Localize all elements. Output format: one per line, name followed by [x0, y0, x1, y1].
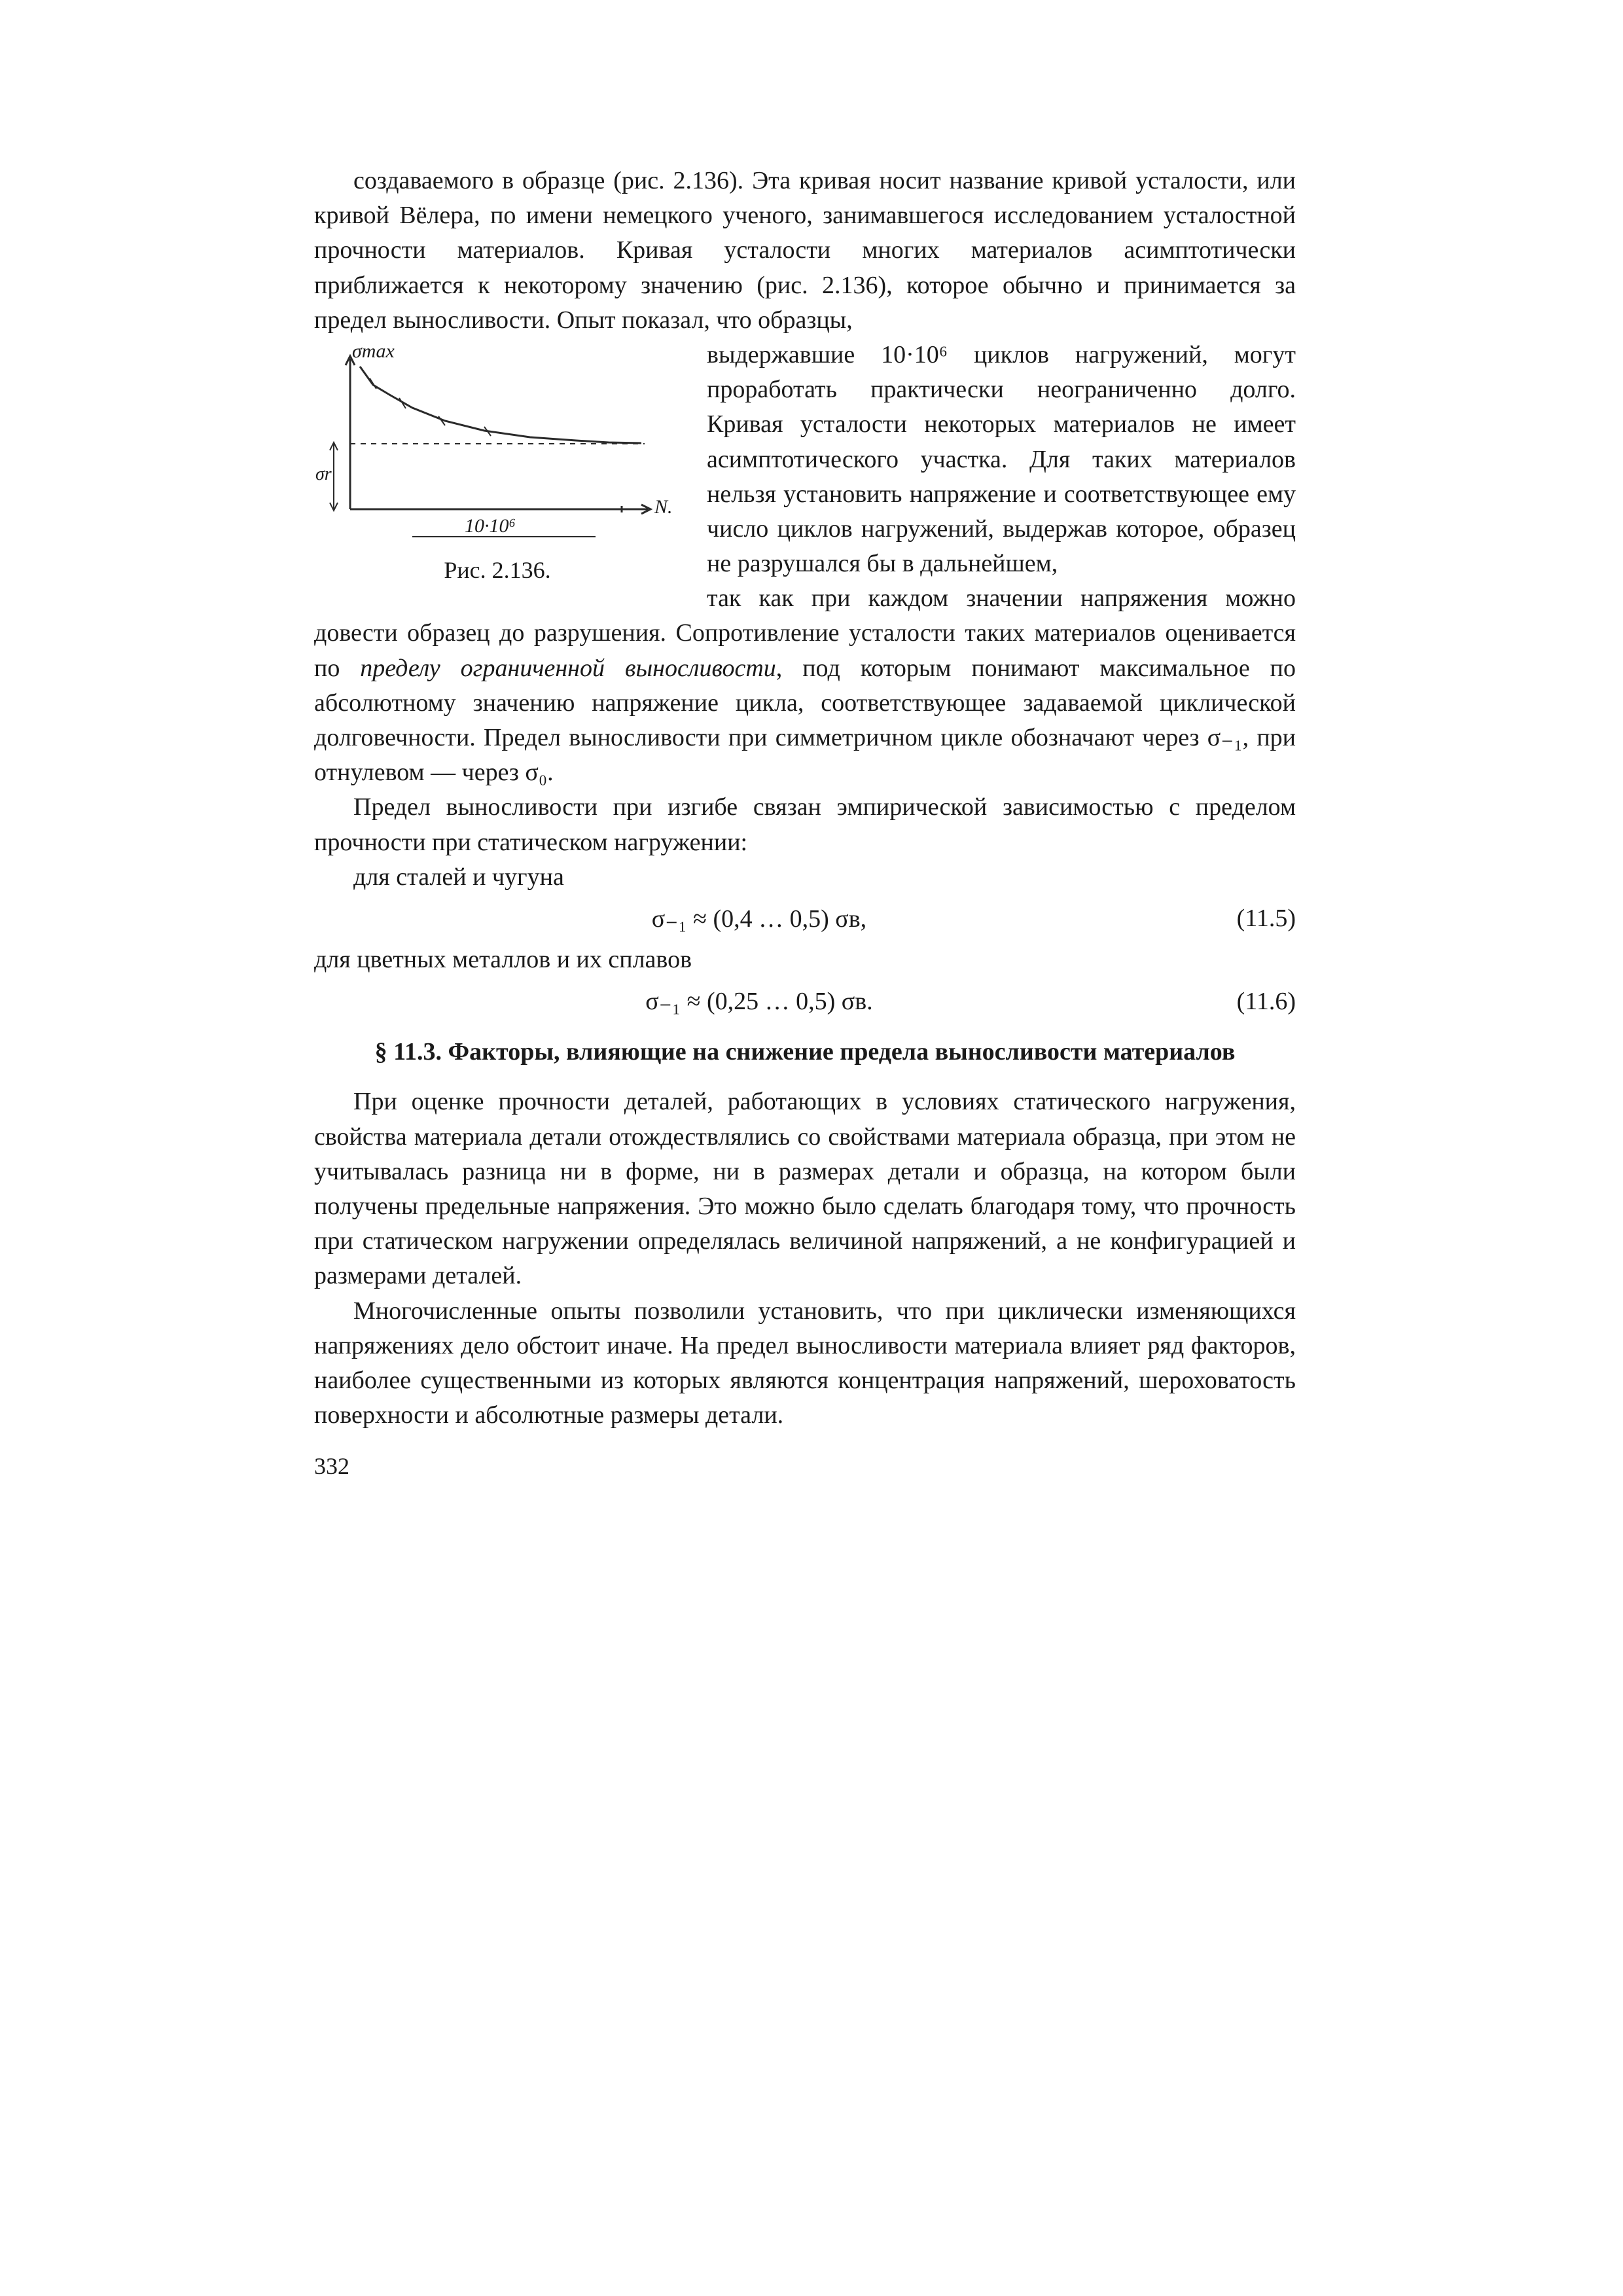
paragraph-7: При оценке прочности деталей, работающих… — [314, 1085, 1296, 1293]
formula-11-5: σ₋₁ ≈ (0,4 … 0,5) σв, (11.5) — [314, 904, 1296, 933]
paragraph-1: создаваемого в образце (рис. 2.136). Эта… — [314, 164, 1296, 338]
page-number: 332 — [314, 1452, 1296, 1480]
paragraph-5: для сталей и чугуна — [314, 860, 1296, 895]
figure-chart: σmax N. 10·10⁶ σr — [314, 346, 681, 548]
formula-11-6: σ₋₁ ≈ (0,25 … 0,5) σв. (11.6) — [314, 986, 1296, 1016]
formula-11-5-expr: σ₋₁ ≈ (0,4 … 0,5) σв, — [314, 904, 1204, 933]
section-heading: § 11.3. Факторы, влияющие на снижение пр… — [314, 1035, 1296, 1069]
page: создаваемого в образце (рис. 2.136). Эта… — [0, 0, 1623, 2296]
paragraph-6: для цветных металлов и их сплавов — [314, 942, 1296, 977]
y-axis-label: σmax — [352, 346, 395, 362]
text-block-2: для цветных металлов и их сплавов — [314, 942, 1296, 977]
x-axis-label: N. — [654, 496, 673, 518]
formula-11-5-num: (11.5) — [1204, 904, 1296, 933]
x-tick-label: 10·10⁶ — [465, 515, 516, 537]
paragraph-8: Многочисленные опыты позволили установит… — [314, 1294, 1296, 1433]
figure-2-136: σmax N. 10·10⁶ σr Рис. 2.136. — [314, 346, 681, 586]
paragraph-3: так как при каждом значении напряжения м… — [314, 581, 1296, 790]
paragraph-4: Предел выносливости при изгибе связан эм… — [314, 790, 1296, 859]
text-block: создаваемого в образце (рис. 2.136). Эта… — [314, 164, 1296, 895]
figure-caption: Рис. 2.136. — [314, 554, 681, 586]
formula-11-6-num: (11.6) — [1204, 987, 1296, 1016]
p3-em: пределу ограниченной выносливости — [360, 655, 776, 682]
sigma-r-label: σr — [315, 464, 332, 484]
text-block-3: При оценке прочности деталей, работающих… — [314, 1085, 1296, 1433]
formula-11-6-expr: σ₋₁ ≈ (0,25 … 0,5) σв. — [314, 986, 1204, 1016]
